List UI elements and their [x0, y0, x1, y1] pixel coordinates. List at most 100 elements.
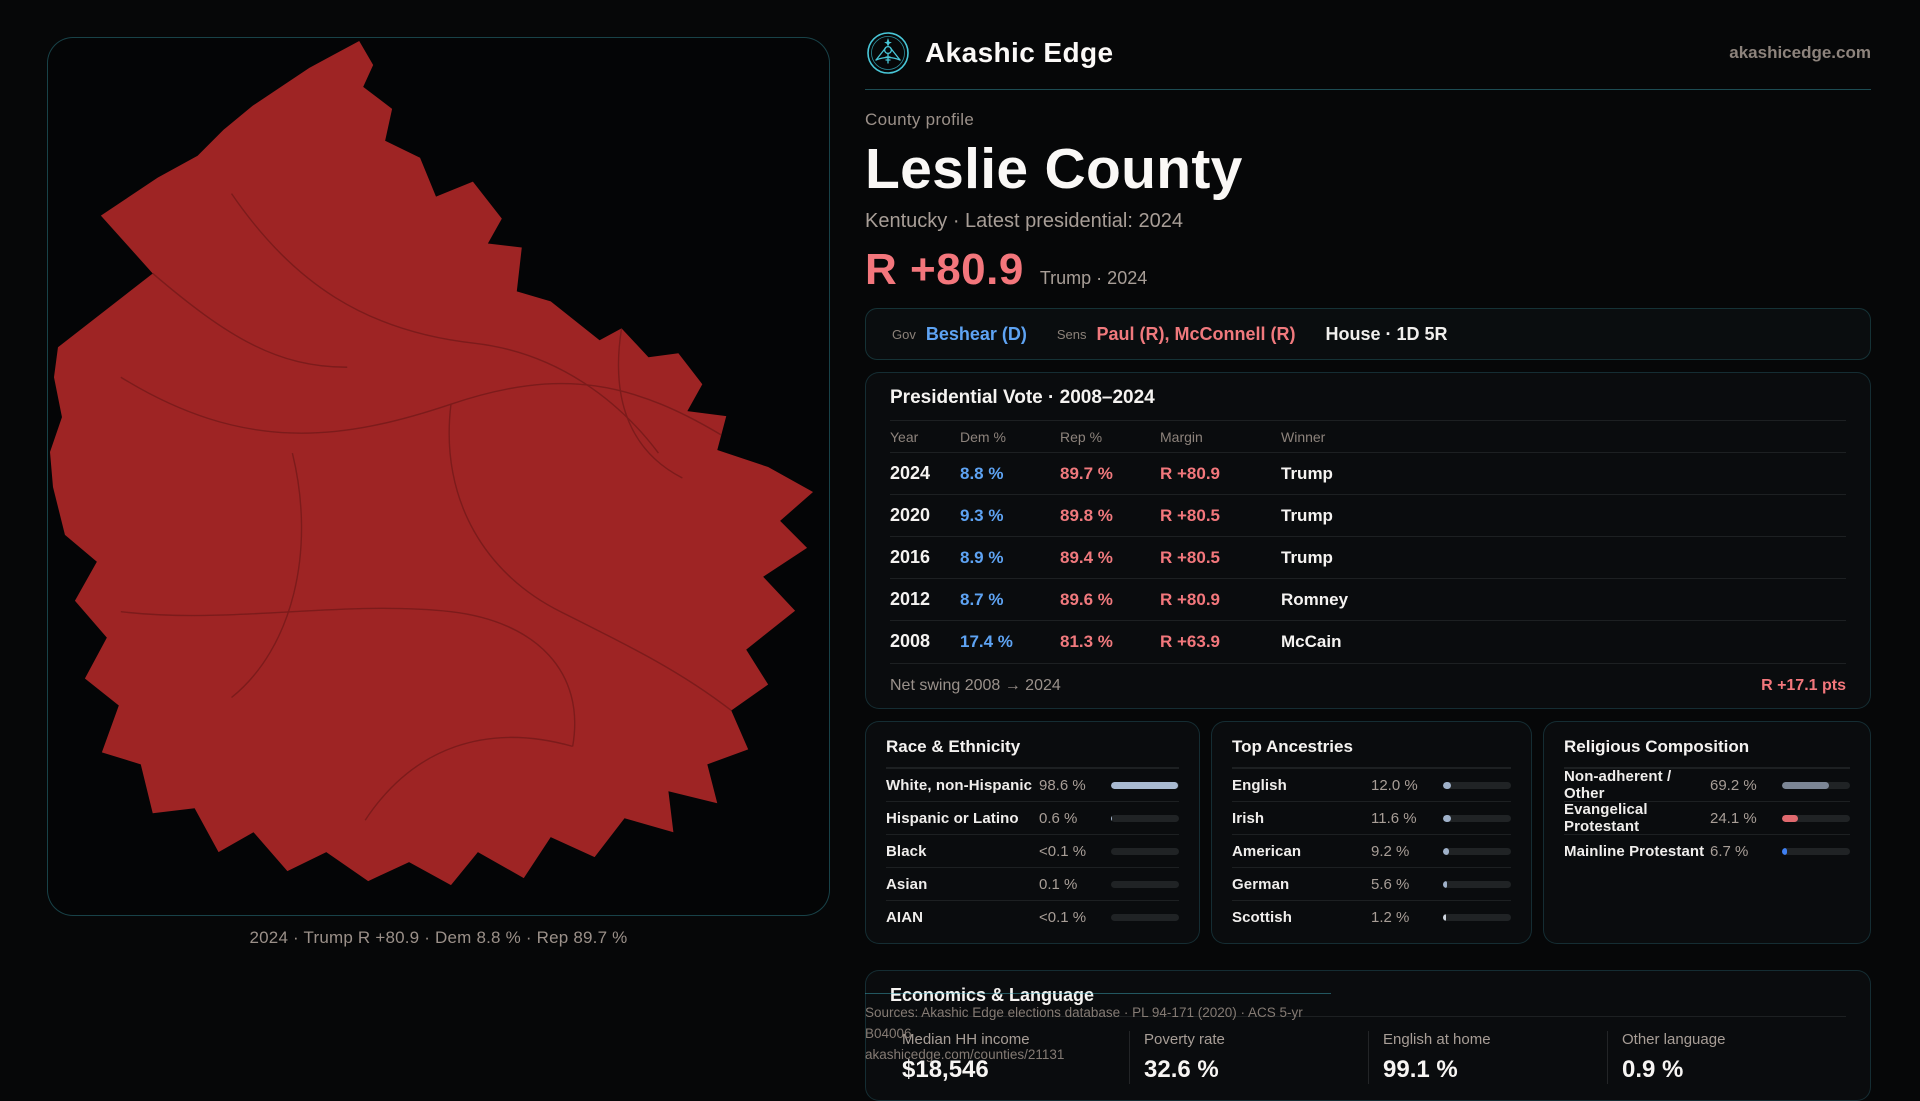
net-swing-value: R +17.1 pts — [1761, 677, 1846, 695]
table-row: 2020 9.3 % 89.8 % R +80.5 Trump — [890, 494, 1846, 536]
list-item: Hispanic or Latino 0.6 % — [886, 801, 1179, 834]
item-label: Irish — [1232, 810, 1371, 827]
bar-fill — [1443, 815, 1451, 822]
cell-year: 2016 — [890, 547, 960, 568]
bar-track — [1443, 848, 1511, 855]
list-item: English 12.0 % — [1232, 768, 1511, 801]
presidential-vote-panel: Presidential Vote · 2008–2024 Year Dem %… — [865, 372, 1871, 709]
cell-winner: Trump — [1281, 464, 1846, 484]
margin-value: R +80.9 — [865, 245, 1024, 295]
economics-title: Economics & Language — [890, 985, 1846, 1017]
col-dem: Dem % — [960, 429, 1060, 445]
bar-track — [1782, 782, 1850, 789]
table-row: 2016 8.9 % 89.4 % R +80.5 Trump — [890, 536, 1846, 578]
margin-context: Trump · 2024 — [1040, 268, 1147, 289]
cell-winner: McCain — [1281, 632, 1846, 652]
item-label: Asian — [886, 876, 1039, 893]
stat-cell: English at home 99.1 % — [1368, 1031, 1607, 1084]
item-label: Non-adherent / Other — [1564, 768, 1710, 802]
cell-year: 2012 — [890, 589, 960, 610]
gov-value: Beshear (D) — [926, 324, 1027, 345]
col-margin: Margin — [1160, 429, 1281, 445]
bar-fill — [1111, 782, 1178, 789]
vote-table-title: Presidential Vote · 2008–2024 — [890, 387, 1846, 421]
item-label: AIAN — [886, 909, 1039, 926]
col-rep: Rep % — [1060, 429, 1160, 445]
cell-margin: R +80.9 — [1160, 464, 1281, 484]
list-item: Scottish 1.2 % — [1232, 900, 1511, 933]
brand-domain-link[interactable]: akashicedge.com — [1729, 43, 1871, 63]
stat-cell: Other language 0.9 % — [1607, 1031, 1846, 1084]
item-value: <0.1 % — [1039, 843, 1111, 860]
table-row: 2012 8.7 % 89.6 % R +80.9 Romney — [890, 578, 1846, 620]
item-value: 6.7 % — [1710, 843, 1782, 860]
item-label: Hispanic or Latino — [886, 810, 1039, 827]
stat-cell: Poverty rate 32.6 % — [1129, 1031, 1368, 1084]
cell-dem: 17.4 % — [960, 632, 1060, 652]
cell-rep: 81.3 % — [1060, 632, 1160, 652]
list-item: Evangelical Protestant 24.1 % — [1564, 801, 1850, 834]
item-label: Mainline Protestant — [1564, 843, 1710, 860]
stat-label: Other language — [1622, 1031, 1846, 1048]
sens-label: Sens — [1057, 327, 1087, 342]
list-item: Non-adherent / Other 69.2 % — [1564, 768, 1850, 801]
cell-dem: 8.7 % — [960, 590, 1060, 610]
cell-margin: R +80.9 — [1160, 590, 1281, 610]
table-row: 2024 8.8 % 89.7 % R +80.9 Trump — [890, 452, 1846, 494]
cell-margin: R +80.5 — [1160, 548, 1281, 568]
bar-track — [1111, 914, 1179, 921]
net-swing-row: Net swing 2008 → 2024 R +17.1 pts — [890, 663, 1846, 708]
cell-dem: 8.9 % — [960, 548, 1060, 568]
cell-rep: 89.6 % — [1060, 590, 1160, 610]
cell-rep: 89.8 % — [1060, 506, 1160, 526]
cell-winner: Romney — [1281, 590, 1846, 610]
economics-panel: Economics & Language Median HH income $1… — [865, 970, 1871, 1101]
cell-margin: R +80.5 — [1160, 506, 1281, 526]
col-winner: Winner — [1281, 429, 1846, 445]
kicker-label: County profile — [865, 110, 1871, 130]
item-value: 0.6 % — [1039, 810, 1111, 827]
net-swing-label: Net swing 2008 → 2024 — [890, 677, 1061, 695]
cell-rep: 89.4 % — [1060, 548, 1160, 568]
ancestries-panel: Top Ancestries English 12.0 % Irish 11.6… — [1211, 721, 1532, 944]
county-map-panel — [47, 37, 830, 916]
bar-fill — [1443, 782, 1451, 789]
item-value: 0.1 % — [1039, 876, 1111, 893]
bar-track — [1111, 881, 1179, 888]
bar-track — [1443, 914, 1511, 921]
cell-year: 2020 — [890, 505, 960, 526]
item-value: 98.6 % — [1039, 777, 1111, 794]
cell-year: 2008 — [890, 631, 960, 652]
economics-stats: Median HH income $18,546 Poverty rate 32… — [890, 1017, 1846, 1084]
brand-logo-icon — [865, 30, 911, 76]
religion-panel: Religious Composition Non-adherent / Oth… — [1543, 721, 1871, 944]
bar-track — [1443, 815, 1511, 822]
bar-fill — [1782, 782, 1829, 789]
gov-label: Gov — [892, 327, 916, 342]
item-label: Scottish — [1232, 909, 1371, 926]
panel-title: Religious Composition — [1564, 737, 1850, 768]
bar-track — [1111, 848, 1179, 855]
item-label: English — [1232, 777, 1371, 794]
margin-headline: R +80.9 Trump · 2024 — [865, 245, 1871, 295]
page-subtitle: Kentucky · Latest presidential: 2024 — [865, 210, 1871, 233]
panel-title: Top Ancestries — [1232, 737, 1511, 768]
bar-fill — [1443, 848, 1449, 855]
item-value: <0.1 % — [1039, 909, 1111, 926]
item-value: 11.6 % — [1371, 810, 1443, 827]
item-label: Black — [886, 843, 1039, 860]
profile-column: Akashic Edge akashicedge.com County prof… — [865, 30, 1871, 1101]
house-value: House · 1D 5R — [1326, 324, 1448, 345]
officials-bar: Gov Beshear (D) Sens Paul (R), McConnell… — [865, 308, 1871, 360]
bar-fill — [1443, 914, 1446, 921]
table-row: 2008 17.4 % 81.3 % R +63.9 McCain — [890, 620, 1846, 662]
race-ethnicity-panel: Race & Ethnicity White, non-Hispanic 98.… — [865, 721, 1200, 944]
item-label: German — [1232, 876, 1371, 893]
item-value: 1.2 % — [1371, 909, 1443, 926]
bar-fill — [1443, 881, 1447, 888]
item-value: 24.1 % — [1710, 810, 1782, 827]
stat-label: English at home — [1383, 1031, 1607, 1048]
stat-cell: Median HH income $18,546 — [890, 1031, 1129, 1084]
sens-value: Paul (R), McConnell (R) — [1097, 324, 1296, 345]
